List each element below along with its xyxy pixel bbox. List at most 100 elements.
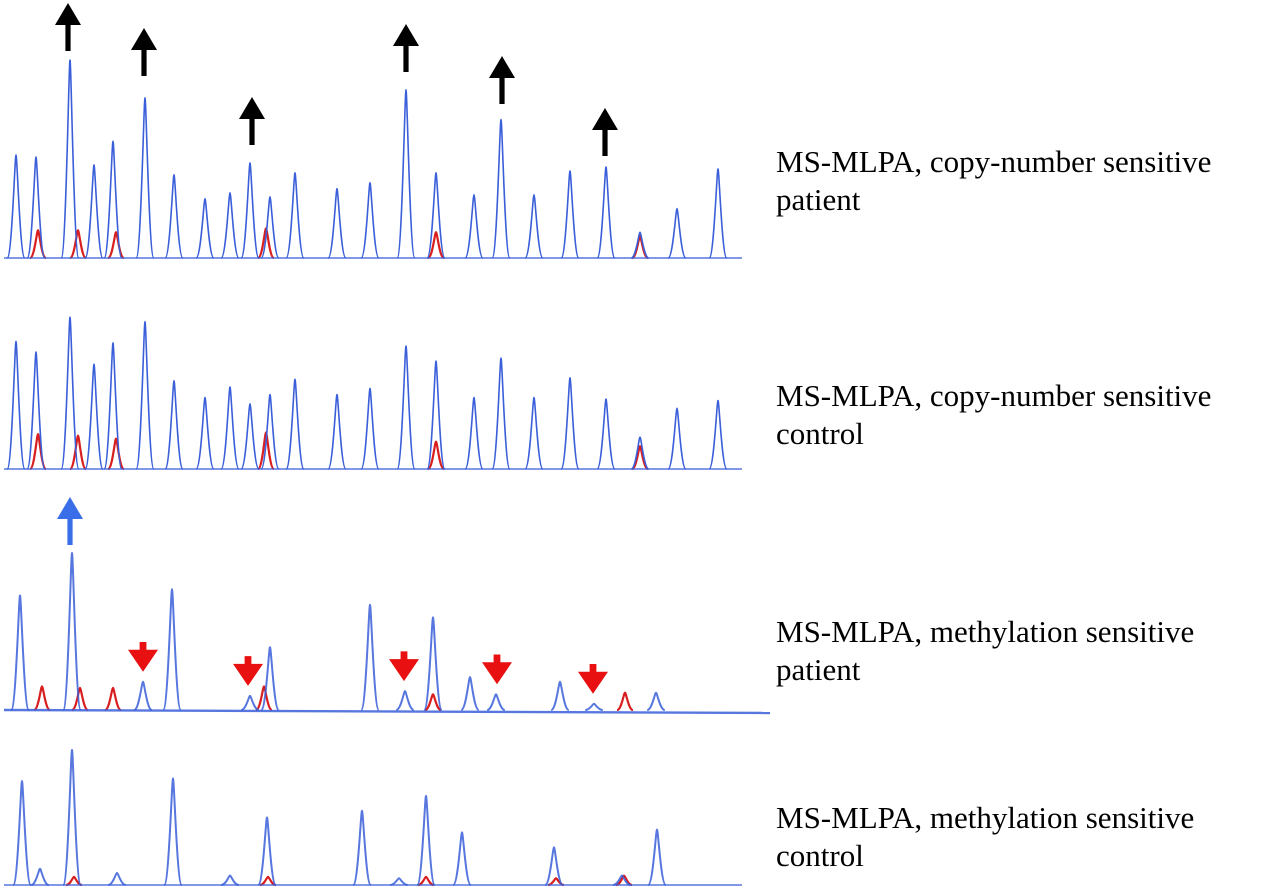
panel-label-line: patient xyxy=(776,652,861,687)
blue-up-arrow xyxy=(57,497,83,545)
blue-peak xyxy=(423,616,443,711)
panel-label-cn-control: MS-MLPA, copy-number sensitive control xyxy=(776,377,1211,453)
blue-peak xyxy=(464,396,484,470)
red-peak xyxy=(104,686,122,712)
blue-peak xyxy=(647,828,667,886)
panel-label-line: MS-MLPA, methylation sensitive xyxy=(776,800,1195,835)
blue-peak xyxy=(84,164,104,259)
red-peak xyxy=(631,445,649,471)
blue-peak xyxy=(220,191,240,259)
blue-peak xyxy=(26,156,46,259)
red-down-arrow xyxy=(482,654,512,685)
black-up-arrow xyxy=(239,97,265,145)
black-up-arrow xyxy=(55,3,81,51)
blue-peak xyxy=(6,340,26,470)
panel-label-cn-patient: MS-MLPA, copy-number sensitive patient xyxy=(776,143,1211,219)
blue-peak xyxy=(396,88,416,259)
panel-label-line: control xyxy=(776,838,864,873)
blue-peak xyxy=(396,345,416,470)
blue-peak xyxy=(240,162,260,259)
blue-peak xyxy=(164,380,184,470)
blue-peak xyxy=(390,877,408,886)
blue-peak xyxy=(708,168,728,259)
red-peak xyxy=(631,235,649,260)
blue-peak xyxy=(327,393,347,470)
blue-peak xyxy=(162,588,182,711)
blue-peak xyxy=(135,96,155,259)
blue-peak xyxy=(585,702,603,711)
blue-peak xyxy=(164,174,184,259)
blue-peak xyxy=(195,396,215,470)
blue-peak xyxy=(60,316,80,470)
blue-peak xyxy=(524,396,544,470)
black-up-arrow xyxy=(489,56,515,104)
red-peak xyxy=(417,875,435,887)
red-peak xyxy=(71,686,89,712)
blue-peak xyxy=(667,407,687,470)
blue-peak xyxy=(260,195,280,259)
blue-peak xyxy=(524,193,544,259)
blue-peak xyxy=(452,831,472,886)
panel-label-line: MS-MLPA, copy-number sensitive xyxy=(776,378,1212,413)
red-peak xyxy=(256,227,276,260)
black-up-arrow xyxy=(393,24,419,72)
blue-peak xyxy=(135,320,155,470)
blue-peak xyxy=(6,154,26,259)
black-up-arrow xyxy=(131,28,157,76)
panel-label-line: patient xyxy=(776,182,861,217)
blue-peak xyxy=(596,398,616,470)
blue-peak xyxy=(220,386,240,470)
blue-peak xyxy=(464,193,484,259)
panel-label-meth-control: MS-MLPA, methylation sensitive control xyxy=(776,799,1194,875)
red-peak xyxy=(256,431,276,471)
red-peak xyxy=(426,440,446,471)
blue-peak xyxy=(486,693,506,711)
panel-label-meth-patient: MS-MLPA, methylation sensitive patient xyxy=(776,613,1194,689)
red-down-arrow xyxy=(578,663,608,694)
red-down-arrow xyxy=(389,651,419,682)
blue-peak xyxy=(26,351,46,470)
red-peak xyxy=(68,434,88,471)
red-down-arrow xyxy=(233,656,263,686)
blue-peak xyxy=(491,357,511,470)
red-peak xyxy=(68,229,88,260)
blue-peak xyxy=(630,436,650,470)
red-peak xyxy=(255,685,273,712)
blue-peak xyxy=(360,181,380,259)
blue-peak xyxy=(220,874,240,886)
red-peak xyxy=(424,693,442,712)
blue-peak xyxy=(596,166,616,259)
blue-peak xyxy=(646,691,666,711)
blue-peak xyxy=(133,680,153,711)
blue-peak xyxy=(103,342,123,470)
blue-peak xyxy=(550,680,570,711)
blue-peak xyxy=(163,777,183,886)
red-peak xyxy=(106,437,126,471)
blue-peak xyxy=(62,748,82,886)
blue-peak xyxy=(240,402,260,470)
red-peak xyxy=(107,231,125,260)
blue-peak xyxy=(12,780,32,886)
blue-peak xyxy=(426,172,446,259)
blue-peak xyxy=(84,363,104,470)
blue-peak xyxy=(630,231,650,259)
red-peak xyxy=(616,691,634,712)
blue-peak xyxy=(240,694,260,711)
red-peak xyxy=(259,875,277,887)
blue-peak xyxy=(107,871,127,886)
panel-label-line: MS-MLPA, methylation sensitive xyxy=(776,614,1195,649)
blue-peak xyxy=(327,187,347,259)
blue-peak xyxy=(103,140,123,259)
blue-peak xyxy=(62,551,82,711)
panel-label-line: MS-MLPA, copy-number sensitive xyxy=(776,144,1212,179)
red-peak xyxy=(427,231,445,260)
blue-peak xyxy=(560,170,580,259)
blue-peak xyxy=(544,846,564,886)
blue-peak xyxy=(260,646,280,711)
red-peak xyxy=(615,874,633,887)
black-up-arrow xyxy=(592,108,618,156)
baseline xyxy=(3,708,771,715)
blue-peak xyxy=(285,172,305,259)
